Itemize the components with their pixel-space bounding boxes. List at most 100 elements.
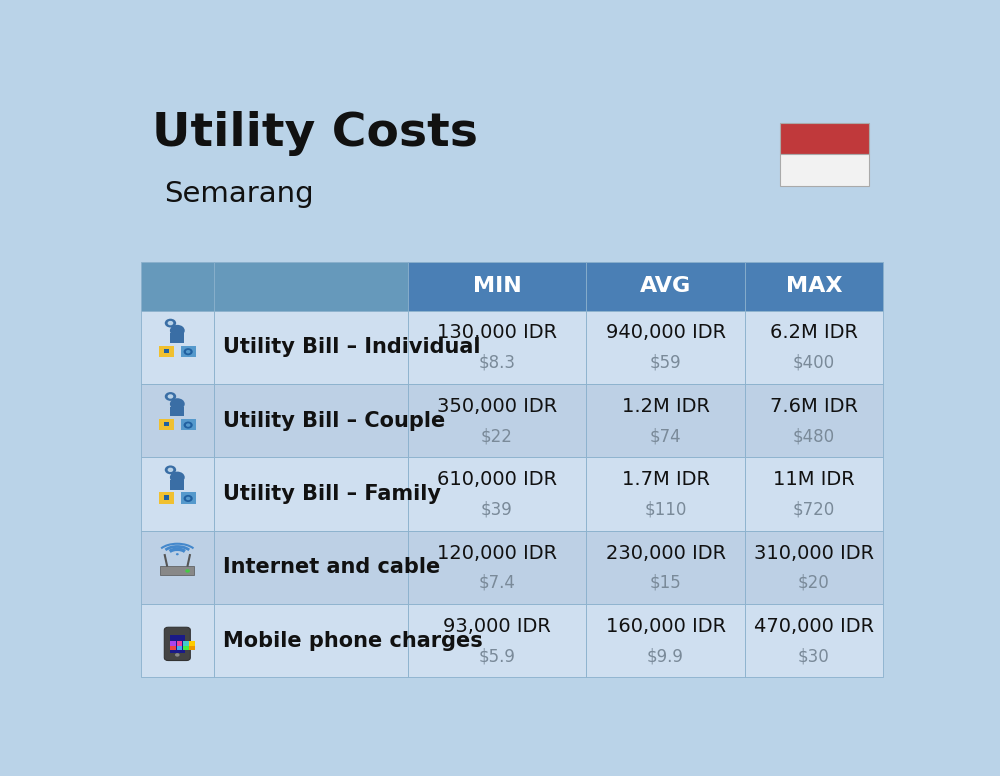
Bar	[214, 531, 408, 605]
Circle shape	[168, 468, 173, 472]
Text: Internet and cable: Internet and cable	[223, 557, 441, 577]
Text: Mobile phone charges: Mobile phone charges	[223, 631, 483, 651]
Text: 93,000 IDR: 93,000 IDR	[443, 617, 551, 636]
Bar	[183, 641, 189, 646]
Bar	[214, 384, 408, 457]
Text: 120,000 IDR: 120,000 IDR	[437, 544, 557, 563]
Text: AVG: AVG	[640, 276, 691, 296]
Bar	[159, 492, 174, 504]
Text: 610,000 IDR: 610,000 IDR	[437, 470, 557, 489]
Bar	[189, 646, 195, 650]
Text: Utility Bill – Couple: Utility Bill – Couple	[223, 411, 446, 431]
Bar	[170, 635, 185, 653]
Bar	[745, 457, 883, 531]
Circle shape	[186, 424, 190, 427]
Bar	[140, 457, 214, 531]
Text: 6.2M IDR: 6.2M IDR	[770, 324, 858, 342]
Bar	[780, 123, 869, 154]
Bar	[177, 641, 182, 646]
Bar	[214, 310, 408, 384]
Text: $39: $39	[481, 501, 513, 518]
Bar	[586, 384, 745, 457]
Bar	[164, 422, 169, 426]
Bar	[214, 605, 408, 677]
Circle shape	[185, 569, 190, 573]
Bar	[170, 333, 184, 343]
Text: $8.3: $8.3	[479, 354, 516, 372]
Circle shape	[170, 325, 185, 336]
Bar	[181, 492, 196, 504]
Bar	[408, 457, 586, 531]
Text: 160,000 IDR: 160,000 IDR	[606, 617, 726, 636]
Bar	[586, 262, 745, 310]
Circle shape	[170, 398, 185, 410]
FancyBboxPatch shape	[164, 627, 190, 660]
Bar	[170, 646, 176, 650]
Text: $9.9: $9.9	[647, 647, 684, 665]
Bar	[189, 641, 195, 646]
Text: $59: $59	[650, 354, 681, 372]
Text: Semarang: Semarang	[164, 180, 313, 208]
Bar	[181, 345, 196, 357]
Text: $15: $15	[650, 574, 681, 592]
Text: $22: $22	[481, 428, 513, 445]
Bar	[183, 646, 189, 650]
Text: 1.2M IDR: 1.2M IDR	[622, 397, 710, 416]
Text: MIN: MIN	[473, 276, 521, 296]
Bar	[170, 641, 176, 646]
Circle shape	[168, 321, 173, 325]
Circle shape	[175, 653, 180, 656]
Circle shape	[165, 466, 176, 474]
Bar	[159, 419, 174, 431]
Text: $720: $720	[793, 501, 835, 518]
Text: $110: $110	[644, 501, 687, 518]
Bar	[586, 605, 745, 677]
Text: $400: $400	[793, 354, 835, 372]
Bar	[408, 531, 586, 605]
Text: $7.4: $7.4	[479, 574, 515, 592]
Text: 11M IDR: 11M IDR	[773, 470, 855, 489]
Circle shape	[186, 350, 190, 354]
Text: $20: $20	[798, 574, 830, 592]
Bar	[745, 531, 883, 605]
Bar	[164, 348, 169, 353]
Text: 310,000 IDR: 310,000 IDR	[754, 544, 874, 563]
Bar	[408, 605, 586, 677]
Bar	[140, 605, 214, 677]
Text: $480: $480	[793, 428, 835, 445]
Text: 1.7M IDR: 1.7M IDR	[622, 470, 710, 489]
Circle shape	[184, 348, 193, 355]
Circle shape	[184, 495, 193, 502]
Bar	[745, 262, 883, 310]
Bar	[408, 262, 586, 310]
Circle shape	[184, 421, 193, 428]
Bar	[586, 310, 745, 384]
Bar	[408, 384, 586, 457]
Text: Utility Bill – Individual: Utility Bill – Individual	[223, 338, 481, 357]
Bar	[214, 457, 408, 531]
Text: 940,000 IDR: 940,000 IDR	[606, 324, 726, 342]
Text: 230,000 IDR: 230,000 IDR	[606, 544, 726, 563]
Bar	[181, 419, 196, 431]
Circle shape	[170, 472, 185, 483]
Bar	[140, 384, 214, 457]
Bar	[164, 495, 169, 500]
Text: 130,000 IDR: 130,000 IDR	[437, 324, 557, 342]
Text: Utility Costs: Utility Costs	[152, 111, 478, 156]
Bar	[780, 154, 869, 185]
Text: $30: $30	[798, 647, 830, 665]
Text: 470,000 IDR: 470,000 IDR	[754, 617, 874, 636]
Bar	[140, 262, 214, 310]
Bar	[586, 531, 745, 605]
Bar	[177, 646, 182, 650]
Bar	[586, 457, 745, 531]
Text: Utility Bill – Family: Utility Bill – Family	[223, 484, 441, 504]
Circle shape	[176, 553, 179, 556]
Bar	[160, 566, 194, 575]
Bar	[214, 262, 408, 310]
Bar	[170, 407, 184, 416]
Bar	[745, 310, 883, 384]
Text: 7.6M IDR: 7.6M IDR	[770, 397, 858, 416]
Bar	[745, 605, 883, 677]
Text: MAX: MAX	[786, 276, 842, 296]
